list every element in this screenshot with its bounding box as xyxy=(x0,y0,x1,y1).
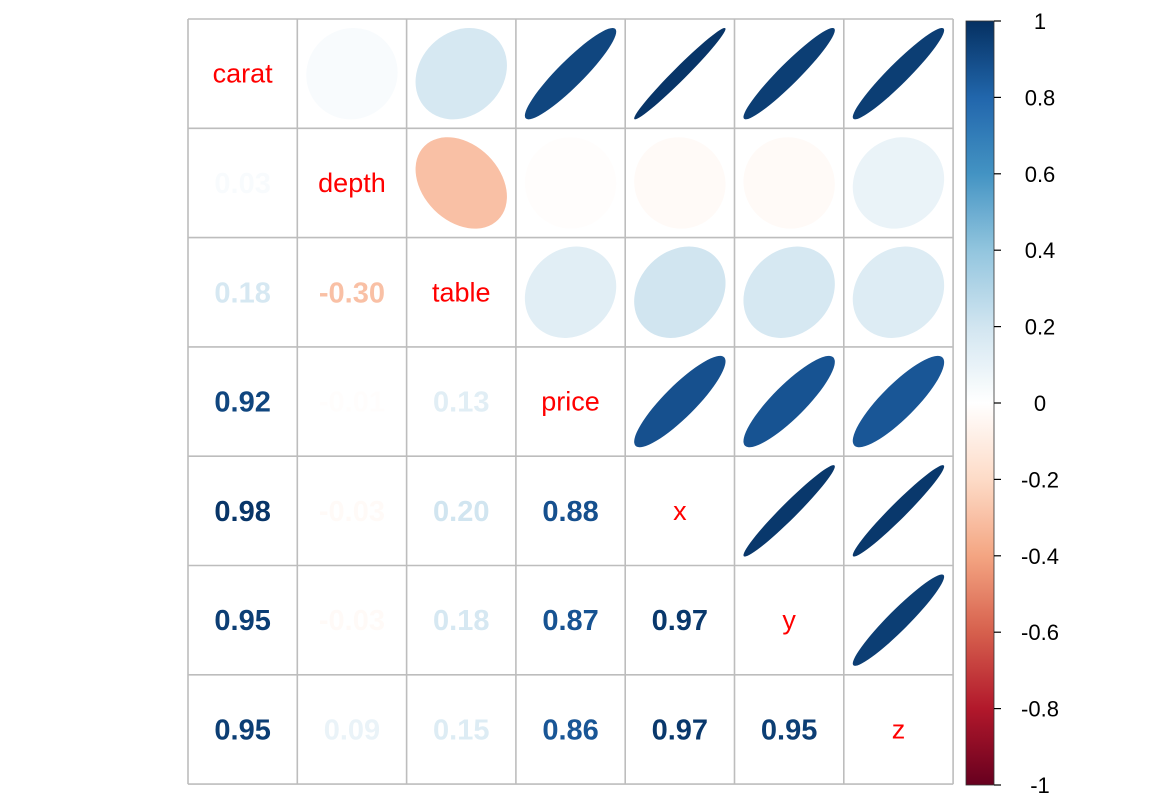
colorbar-tick-label: -0.8 xyxy=(1021,697,1059,722)
coef-x-depth: -0.03 xyxy=(319,496,385,528)
matrix-cells: carat 0.03 depth 0.18 -0.30 table 0.92 -0.01 0.1… xyxy=(213,27,945,746)
variable-label-y: y xyxy=(782,605,796,635)
colorbar-tick-label: 0.4 xyxy=(1025,238,1056,263)
ellipse-depth-table xyxy=(415,137,507,229)
coef-y-x: 0.97 xyxy=(652,605,708,637)
ellipse-table-x xyxy=(634,246,726,338)
coef-y-depth: -0.03 xyxy=(319,605,385,637)
colorbar-tick-label: -0.6 xyxy=(1021,620,1059,645)
coef-table-carat: 0.18 xyxy=(214,277,270,309)
colorbar-tick-label: 0 xyxy=(1034,391,1046,416)
coef-price-table: 0.13 xyxy=(433,387,489,419)
ellipse-carat-y xyxy=(743,27,835,120)
colorbar-tick-label: 1 xyxy=(1034,9,1046,34)
ellipse-table-y xyxy=(743,246,835,338)
colorbar: 1 0.8 0.6 0.4 0.2 0 -0.2 -0.4 -0.6 -0.8 -1 xyxy=(965,9,1059,798)
ellipse-depth-y xyxy=(743,137,835,229)
coef-price-carat: 0.92 xyxy=(214,387,270,419)
coef-z-y: 0.95 xyxy=(761,714,817,746)
coef-z-x: 0.97 xyxy=(652,714,708,746)
variable-label-price: price xyxy=(541,387,600,417)
coef-z-table: 0.15 xyxy=(433,714,489,746)
variable-label-x: x xyxy=(673,496,687,526)
coef-depth-carat: 0.03 xyxy=(214,168,270,200)
ellipse-table-z xyxy=(852,246,945,338)
ellipse-price-z xyxy=(852,355,945,448)
coef-y-price: 0.87 xyxy=(542,605,598,637)
coef-x-table: 0.20 xyxy=(433,496,489,528)
colorbar-tick-label: 0.8 xyxy=(1025,85,1056,110)
ellipse-y-z xyxy=(852,574,945,666)
coef-z-carat: 0.95 xyxy=(214,714,270,746)
ellipse-depth-price xyxy=(524,137,617,229)
coef-price-depth: -0.01 xyxy=(319,387,385,419)
coef-y-carat: 0.95 xyxy=(214,605,270,637)
ellipse-price-x xyxy=(634,355,726,448)
ellipse-depth-z xyxy=(852,137,945,229)
coef-x-price: 0.88 xyxy=(542,496,598,528)
variable-label-depth: depth xyxy=(318,168,386,198)
colorbar-tick-label: -0.4 xyxy=(1021,544,1059,569)
ellipse-price-y xyxy=(743,355,835,448)
ellipse-carat-price xyxy=(524,27,617,120)
variable-label-z: z xyxy=(892,714,906,744)
coef-x-carat: 0.98 xyxy=(214,496,270,528)
coef-z-price: 0.86 xyxy=(542,714,598,746)
ellipse-table-price xyxy=(524,246,617,338)
colorbar-tick-label: -0.2 xyxy=(1021,467,1059,492)
variable-label-carat: carat xyxy=(213,59,274,89)
coef-y-table: 0.18 xyxy=(433,605,489,637)
colorbar-tick-label: 0.6 xyxy=(1025,162,1056,187)
coef-table-depth: -0.30 xyxy=(319,277,385,309)
ellipse-x-z xyxy=(852,465,945,557)
ellipse-carat-table xyxy=(415,27,507,120)
colorbar-tick-label: 0.2 xyxy=(1025,315,1056,340)
variable-label-table: table xyxy=(432,277,491,307)
ellipse-carat-x xyxy=(634,27,726,120)
colorbar-tick-label: -1 xyxy=(1030,773,1050,798)
ellipse-depth-x xyxy=(634,137,726,229)
matrix-grid xyxy=(187,18,954,785)
ellipse-x-y xyxy=(743,465,835,557)
colorbar-gradient xyxy=(965,20,995,786)
ellipse-carat-z xyxy=(852,27,945,120)
ellipse-carat-depth xyxy=(306,27,398,120)
coef-z-depth: 0.09 xyxy=(324,714,380,746)
